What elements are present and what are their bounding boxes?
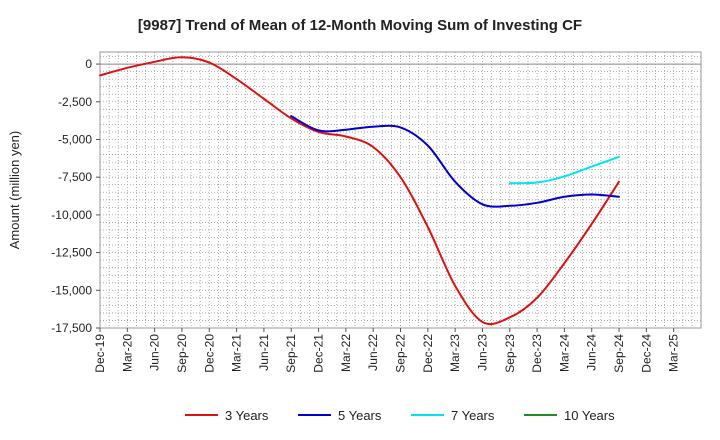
x-tick-label: Mar-22 [339,334,353,372]
series-line-7-years [508,155,620,185]
legend-label-7-years: 7 Years [451,408,495,423]
x-tick-label: Sep-22 [394,334,408,373]
x-tick-label: Mar-23 [448,334,462,372]
x-tick-label: Dec-22 [421,334,435,373]
y-axis-label: Amount (million yen) [7,131,22,250]
x-tick-label: Mar-24 [557,334,571,372]
x-tick-label: Jun-21 [257,334,271,371]
plot-area: 0 -2,500 -5,000 -7,500 -10,000 -12,500 -15,000… [51,51,702,373]
x-tick-label: Jun-22 [366,334,380,371]
x-tick-label: Dec-23 [530,334,544,373]
y-tick-label: -15,000 [51,283,92,297]
x-tick-label: Dec-24 [639,334,653,373]
series-line-5-years [290,115,620,208]
y-tick-label: -7,500 [58,170,92,184]
series-line-3-years [99,56,620,326]
y-tick-label: -12,500 [51,246,92,260]
x-tick-label: Jun-24 [585,334,599,371]
x-tick-label: Dec-19 [93,334,107,373]
chart-title: [9987] Trend of Mean of 12-Month Moving … [138,17,582,34]
y-tick-label: -10,000 [51,208,92,222]
x-tick-label: Jun-23 [475,334,489,371]
x-tick-label: Dec-21 [312,334,326,373]
legend-label-3-years: 3 Years [225,408,269,423]
x-tick-label: Mar-21 [230,334,244,372]
legend-label-5-years: 5 Years [338,408,382,423]
x-tick-label: Jun-20 [148,334,162,371]
legend-label-10-years: 10 Years [564,408,615,423]
x-tick-label: Dec-20 [202,334,216,373]
y-tick-label: -2,500 [58,95,92,109]
legend: 3 Years 5 Years 7 Years 10 Years [185,408,615,423]
y-tick-label: -5,000 [58,132,92,146]
x-tick-label: Sep-24 [612,334,626,373]
y-tick-label: 0 [85,57,92,71]
x-tick-label: Sep-23 [503,334,517,373]
x-tick-label: Mar-20 [120,334,134,372]
x-tick-label: Sep-21 [284,334,298,373]
x-tick-label: Mar-25 [667,334,681,372]
y-tick-label: -17,500 [51,321,92,335]
x-tick-label: Sep-20 [175,334,189,373]
